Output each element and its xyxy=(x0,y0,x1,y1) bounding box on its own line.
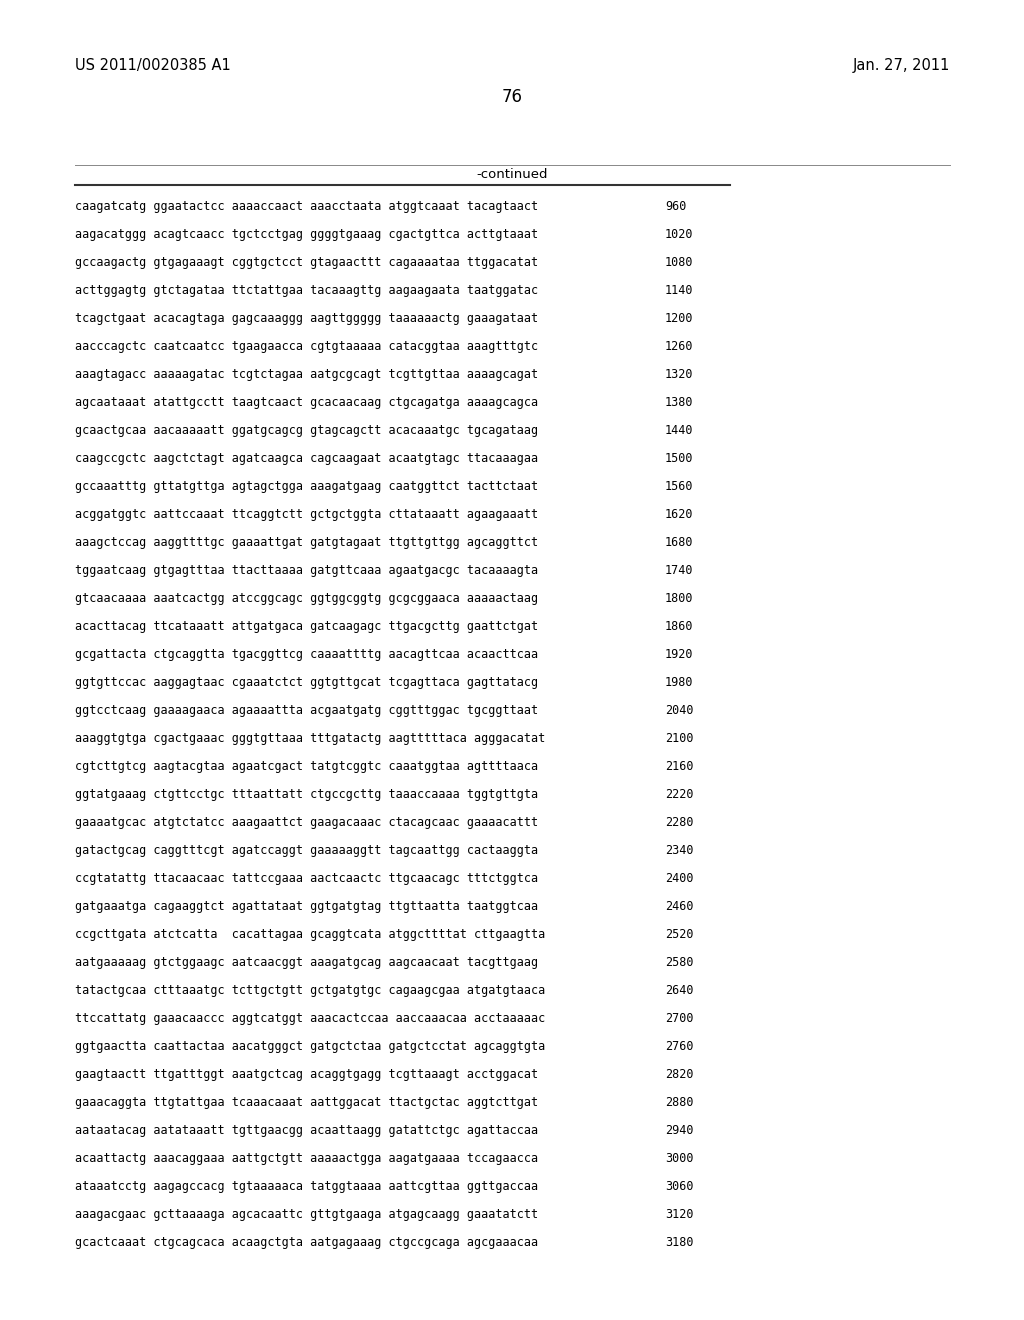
Text: ataaatcctg aagagccacg tgtaaaaaca tatggtaaaa aattcgttaa ggttgaccaa: ataaatcctg aagagccacg tgtaaaaaca tatggta… xyxy=(75,1180,539,1193)
Text: 1800: 1800 xyxy=(665,591,693,605)
Text: 1680: 1680 xyxy=(665,536,693,549)
Text: aaagctccag aaggttttgc gaaaattgat gatgtagaat ttgttgttgg agcaggttct: aaagctccag aaggttttgc gaaaattgat gatgtag… xyxy=(75,536,539,549)
Text: 2340: 2340 xyxy=(665,843,693,857)
Text: 1620: 1620 xyxy=(665,508,693,521)
Text: gcaactgcaa aacaaaaatt ggatgcagcg gtagcagctt acacaaatgc tgcagataag: gcaactgcaa aacaaaaatt ggatgcagcg gtagcag… xyxy=(75,424,539,437)
Text: 2100: 2100 xyxy=(665,733,693,744)
Text: caagatcatg ggaatactcc aaaaccaact aaacctaata atggtcaaat tacagtaact: caagatcatg ggaatactcc aaaaccaact aaaccta… xyxy=(75,201,539,213)
Text: aaaggtgtga cgactgaaac gggtgttaaa tttgatactg aagtttttaca agggacatat: aaaggtgtga cgactgaaac gggtgttaaa tttgata… xyxy=(75,733,545,744)
Text: tatactgcaa ctttaaatgc tcttgctgtt gctgatgtgc cagaagcgaa atgatgtaaca: tatactgcaa ctttaaatgc tcttgctgtt gctgatg… xyxy=(75,983,545,997)
Text: 1860: 1860 xyxy=(665,620,693,634)
Text: 1320: 1320 xyxy=(665,368,693,381)
Text: aagacatggg acagtcaacc tgctcctgag ggggtgaaag cgactgttca acttgtaaat: aagacatggg acagtcaacc tgctcctgag ggggtga… xyxy=(75,228,539,242)
Text: ggtcctcaag gaaaagaaca agaaaattta acgaatgatg cggtttggac tgcggttaat: ggtcctcaag gaaaagaaca agaaaattta acgaatg… xyxy=(75,704,539,717)
Text: 1740: 1740 xyxy=(665,564,693,577)
Text: aaagacgaac gcttaaaaga agcacaattc gttgtgaaga atgagcaagg gaaatatctt: aaagacgaac gcttaaaaga agcacaattc gttgtga… xyxy=(75,1208,539,1221)
Text: 76: 76 xyxy=(502,88,522,106)
Text: 1260: 1260 xyxy=(665,341,693,352)
Text: 1920: 1920 xyxy=(665,648,693,661)
Text: gcactcaaat ctgcagcaca acaagctgta aatgagaaag ctgccgcaga agcgaaacaa: gcactcaaat ctgcagcaca acaagctgta aatgaga… xyxy=(75,1236,539,1249)
Text: 2940: 2940 xyxy=(665,1125,693,1137)
Text: 3000: 3000 xyxy=(665,1152,693,1166)
Text: acggatggtc aattccaaat ttcaggtctt gctgctggta cttataaatt agaagaaatt: acggatggtc aattccaaat ttcaggtctt gctgctg… xyxy=(75,508,539,521)
Text: 1440: 1440 xyxy=(665,424,693,437)
Text: gcgattacta ctgcaggtta tgacggttcg caaaattttg aacagttcaa acaacttcaa: gcgattacta ctgcaggtta tgacggttcg caaaatt… xyxy=(75,648,539,661)
Text: agcaataaat atattgcctt taagtcaact gcacaacaag ctgcagatga aaaagcagca: agcaataaat atattgcctt taagtcaact gcacaac… xyxy=(75,396,539,409)
Text: 1500: 1500 xyxy=(665,451,693,465)
Text: acacttacag ttcataaatt attgatgaca gatcaagagc ttgacgcttg gaattctgat: acacttacag ttcataaatt attgatgaca gatcaag… xyxy=(75,620,539,634)
Text: caagccgctc aagctctagt agatcaagca cagcaagaat acaatgtagc ttacaaagaa: caagccgctc aagctctagt agatcaagca cagcaag… xyxy=(75,451,539,465)
Text: 2280: 2280 xyxy=(665,816,693,829)
Text: US 2011/0020385 A1: US 2011/0020385 A1 xyxy=(75,58,230,73)
Text: ccgcttgata atctcatta  cacattagaa gcaggtcata atggcttttat cttgaagtta: ccgcttgata atctcatta cacattagaa gcaggtca… xyxy=(75,928,545,941)
Text: gccaaatttg gttatgttga agtagctgga aaagatgaag caatggttct tacttctaat: gccaaatttg gttatgttga agtagctgga aaagatg… xyxy=(75,480,539,492)
Text: 2220: 2220 xyxy=(665,788,693,801)
Text: 2040: 2040 xyxy=(665,704,693,717)
Text: ggtatgaaag ctgttcctgc tttaattatt ctgccgcttg taaaccaaaa tggtgttgta: ggtatgaaag ctgttcctgc tttaattatt ctgccgc… xyxy=(75,788,539,801)
Text: ttccattatg gaaacaaccc aggtcatggt aaacactccaa aaccaaacaa acctaaaaac: ttccattatg gaaacaaccc aggtcatggt aaacact… xyxy=(75,1012,545,1026)
Text: aaagtagacc aaaaagatac tcgtctagaa aatgcgcagt tcgttgttaa aaaagcagat: aaagtagacc aaaaagatac tcgtctagaa aatgcgc… xyxy=(75,368,539,381)
Text: 1020: 1020 xyxy=(665,228,693,242)
Text: aatgaaaaag gtctggaagc aatcaacggt aaagatgcag aagcaacaat tacgttgaag: aatgaaaaag gtctggaagc aatcaacggt aaagatg… xyxy=(75,956,539,969)
Text: Jan. 27, 2011: Jan. 27, 2011 xyxy=(853,58,950,73)
Text: 1560: 1560 xyxy=(665,480,693,492)
Text: tggaatcaag gtgagtttaa ttacttaaaa gatgttcaaa agaatgacgc tacaaaagta: tggaatcaag gtgagtttaa ttacttaaaa gatgttc… xyxy=(75,564,539,577)
Text: 2580: 2580 xyxy=(665,956,693,969)
Text: 2820: 2820 xyxy=(665,1068,693,1081)
Text: gaaacaggta ttgtattgaa tcaaacaaat aattggacat ttactgctac aggtcttgat: gaaacaggta ttgtattgaa tcaaacaaat aattgga… xyxy=(75,1096,539,1109)
Text: aataatacag aatataaatt tgttgaacgg acaattaagg gatattctgc agattaccaa: aataatacag aatataaatt tgttgaacgg acaatta… xyxy=(75,1125,539,1137)
Text: 1200: 1200 xyxy=(665,312,693,325)
Text: 1980: 1980 xyxy=(665,676,693,689)
Text: 2760: 2760 xyxy=(665,1040,693,1053)
Text: 2460: 2460 xyxy=(665,900,693,913)
Text: gatgaaatga cagaaggtct agattataat ggtgatgtag ttgttaatta taatggtcaa: gatgaaatga cagaaggtct agattataat ggtgatg… xyxy=(75,900,539,913)
Text: gtcaacaaaa aaatcactgg atccggcagc ggtggcggtg gcgcggaaca aaaaactaag: gtcaacaaaa aaatcactgg atccggcagc ggtggcg… xyxy=(75,591,539,605)
Text: 3120: 3120 xyxy=(665,1208,693,1221)
Text: gccaagactg gtgagaaagt cggtgctcct gtagaacttt cagaaaataa ttggacatat: gccaagactg gtgagaaagt cggtgctcct gtagaac… xyxy=(75,256,539,269)
Text: 2880: 2880 xyxy=(665,1096,693,1109)
Text: 1380: 1380 xyxy=(665,396,693,409)
Text: -continued: -continued xyxy=(476,168,548,181)
Text: acaattactg aaacaggaaa aattgctgtt aaaaactgga aagatgaaaa tccagaacca: acaattactg aaacaggaaa aattgctgtt aaaaact… xyxy=(75,1152,539,1166)
Text: ggtgttccac aaggagtaac cgaaatctct ggtgttgcat tcgagttaca gagttatacg: ggtgttccac aaggagtaac cgaaatctct ggtgttg… xyxy=(75,676,539,689)
Text: 2400: 2400 xyxy=(665,873,693,884)
Text: 2520: 2520 xyxy=(665,928,693,941)
Text: ggtgaactta caattactaa aacatgggct gatgctctaa gatgctcctat agcaggtgta: ggtgaactta caattactaa aacatgggct gatgctc… xyxy=(75,1040,545,1053)
Text: 2640: 2640 xyxy=(665,983,693,997)
Text: 1140: 1140 xyxy=(665,284,693,297)
Text: 2700: 2700 xyxy=(665,1012,693,1026)
Text: gaaaatgcac atgtctatcc aaagaattct gaagacaaac ctacagcaac gaaaacattt: gaaaatgcac atgtctatcc aaagaattct gaagaca… xyxy=(75,816,539,829)
Text: 3180: 3180 xyxy=(665,1236,693,1249)
Text: 2160: 2160 xyxy=(665,760,693,774)
Text: 3060: 3060 xyxy=(665,1180,693,1193)
Text: ccgtatattg ttacaacaac tattccgaaa aactcaactc ttgcaacagc tttctggtca: ccgtatattg ttacaacaac tattccgaaa aactcaa… xyxy=(75,873,539,884)
Text: acttggagtg gtctagataa ttctattgaa tacaaagttg aagaagaata taatggatac: acttggagtg gtctagataa ttctattgaa tacaaag… xyxy=(75,284,539,297)
Text: cgtcttgtcg aagtacgtaa agaatcgact tatgtcggtc caaatggtaa agttttaaca: cgtcttgtcg aagtacgtaa agaatcgact tatgtcg… xyxy=(75,760,539,774)
Text: 1080: 1080 xyxy=(665,256,693,269)
Text: gatactgcag caggtttcgt agatccaggt gaaaaaggtt tagcaattgg cactaaggta: gatactgcag caggtttcgt agatccaggt gaaaaag… xyxy=(75,843,539,857)
Text: tcagctgaat acacagtaga gagcaaaggg aagttggggg taaaaaactg gaaagataat: tcagctgaat acacagtaga gagcaaaggg aagttgg… xyxy=(75,312,539,325)
Text: aacccagctc caatcaatcc tgaagaacca cgtgtaaaaa catacggtaa aaagtttgtc: aacccagctc caatcaatcc tgaagaacca cgtgtaa… xyxy=(75,341,539,352)
Text: 960: 960 xyxy=(665,201,686,213)
Text: gaagtaactt ttgatttggt aaatgctcag acaggtgagg tcgttaaagt acctggacat: gaagtaactt ttgatttggt aaatgctcag acaggtg… xyxy=(75,1068,539,1081)
